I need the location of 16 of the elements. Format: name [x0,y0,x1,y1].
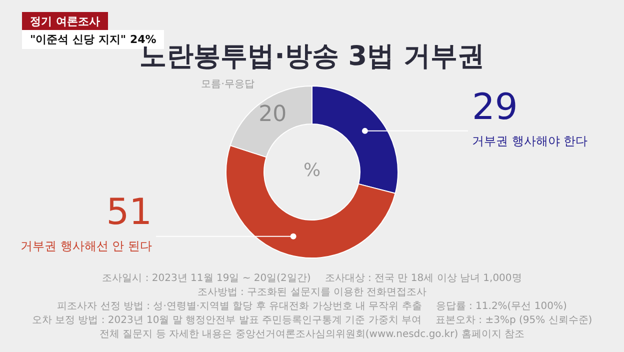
text: 조사일시 : 2023년 11월 19일 ~ 20일(2일간) [102,272,311,285]
text: 응답률 : 11.2%(무선 100%) [436,300,567,313]
text: 정기 여론조사 [22,12,108,31]
text: % [302,160,322,181]
text: 피조사자 선정 방법 : 성·연령별·지역별 할당 후 유대전화 가상번호 내 무작위 추출 [57,300,422,313]
data-label: 51 [105,192,152,234]
text: 조사방법 : 구조화된 설문지를 이용한 전화면접조사 [197,286,427,299]
text: 표본오차 : ±3%p (95% 신뢰수준) [435,314,592,327]
data-label: 29 [472,86,519,128]
text: 조사대상 : 전국 만 18세 이상 남녀 1,000명 [324,272,522,285]
slice-label: 거부권 행사해선 안 된다 [20,238,152,256]
text: 전체 질문지 등 자세한 내용은 중앙선거여론조사심의위원회(www.nesdc.go.kr) 홈페이지 참조 [100,328,524,341]
slice-label: 모름·무응답 [200,78,254,91]
slice-label: 거부권 행사해야 한다 [472,132,589,150]
data-label: 20 [258,102,288,127]
text: 오차 보정 방법 : 2023년 10월 말 행정안전부 발표 주민등록인구통계 기준 가중치 부여 [32,314,422,327]
